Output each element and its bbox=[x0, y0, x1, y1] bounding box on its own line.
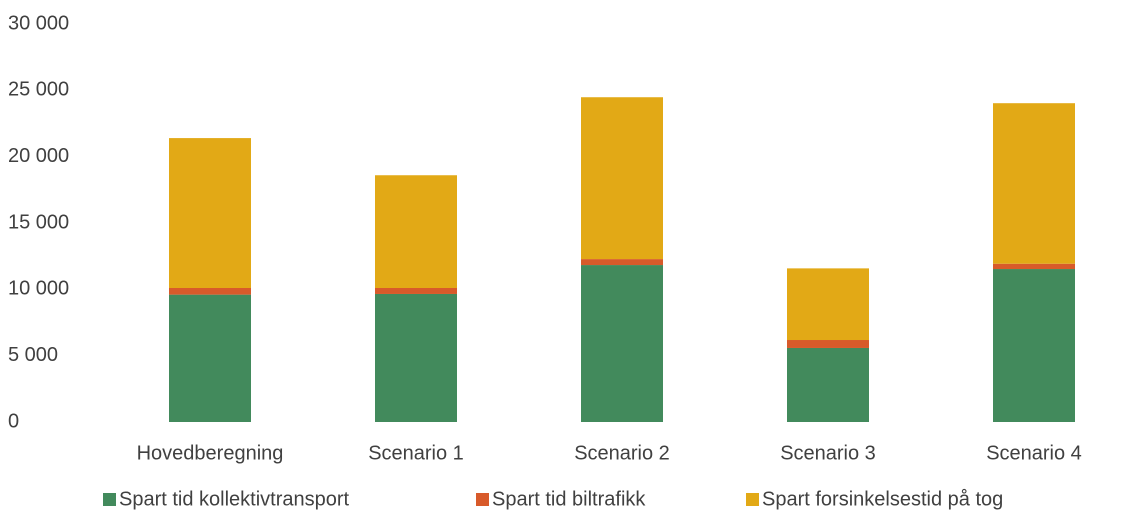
legend-label: Spart forsinkelsestid på tog bbox=[762, 488, 1003, 510]
bar-segment bbox=[169, 138, 251, 289]
bar-segment bbox=[787, 340, 869, 348]
bar-segment bbox=[375, 288, 457, 294]
bar-segment bbox=[993, 263, 1075, 270]
bar-segment bbox=[993, 103, 1075, 264]
y-tick-label: 20 000 bbox=[8, 145, 69, 167]
bar-segment bbox=[581, 97, 663, 260]
x-tick-label: Scenario 2 bbox=[574, 442, 670, 464]
legend-label: Spart tid kollektivtransport bbox=[119, 488, 350, 510]
bar-segment bbox=[787, 347, 869, 422]
y-tick-label: 15 000 bbox=[8, 211, 69, 233]
y-tick-label: 10 000 bbox=[8, 278, 69, 300]
x-tick-label: Scenario 3 bbox=[780, 442, 876, 464]
x-tick-label: Scenario 4 bbox=[986, 442, 1082, 464]
bar-segment bbox=[375, 293, 457, 422]
bar-segment bbox=[581, 265, 663, 422]
legend-label: Spart tid biltrafikk bbox=[492, 488, 646, 510]
bar-segment bbox=[375, 175, 457, 289]
bar-segment bbox=[581, 259, 663, 266]
legend-swatch bbox=[746, 493, 759, 506]
legend-swatch bbox=[103, 493, 116, 506]
y-tick-label: 0 bbox=[8, 410, 19, 432]
legend-swatch bbox=[476, 493, 489, 506]
y-tick-label: 30 000 bbox=[8, 12, 69, 34]
y-tick-label: 25 000 bbox=[8, 79, 69, 101]
x-tick-label: Hovedberegning bbox=[137, 442, 284, 464]
y-tick-label: 5 000 bbox=[8, 344, 58, 366]
x-tick-label: Scenario 1 bbox=[368, 442, 464, 464]
bar-segment bbox=[169, 288, 251, 295]
bar-segment bbox=[787, 268, 869, 341]
bar-segment bbox=[993, 269, 1075, 422]
bar-segment bbox=[169, 294, 251, 422]
